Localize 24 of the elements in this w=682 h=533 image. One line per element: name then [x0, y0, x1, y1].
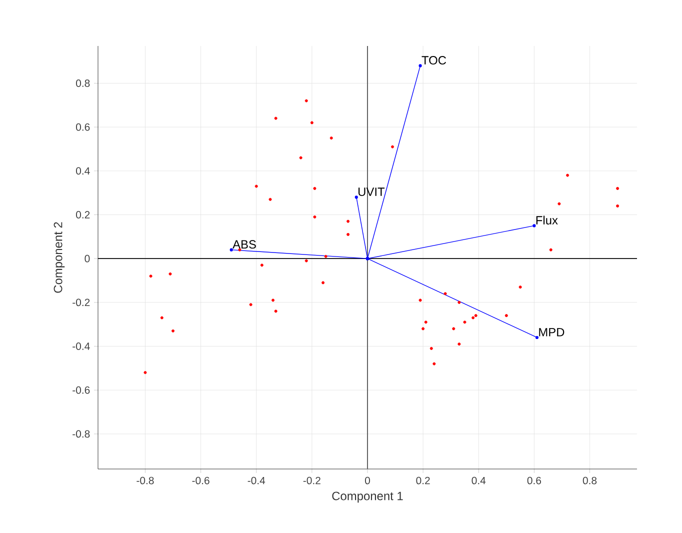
x-tick-label: 0: [364, 476, 370, 484]
y-tick-label: -0.4: [72, 342, 90, 350]
y-tick-label: -0.6: [72, 386, 90, 394]
y-tick-label: 0.2: [76, 211, 90, 218]
x-tick-label: -0.2: [303, 476, 320, 484]
y-tick-label: 0.6: [76, 123, 90, 131]
y-tick-label: -0.2: [72, 298, 90, 306]
x-tick-label: 0.2: [416, 476, 430, 484]
x-axis-title: Component 1: [332, 492, 403, 503]
series-label: ABS: [232, 240, 256, 249]
x-tick-label: 0.6: [527, 476, 542, 484]
y-tick-label: 0.4: [76, 167, 90, 175]
series-label: MPD: [539, 328, 564, 336]
y-tick-label: -0.8: [72, 430, 90, 438]
x-tick-label: -0.4: [248, 476, 266, 484]
y-axis-title: Component 2: [54, 222, 65, 293]
series-label: TOC: [422, 56, 446, 64]
series-label: Flux: [536, 216, 558, 225]
x-tick-label: 0.8: [582, 476, 597, 484]
x-tick-label: -0.6: [192, 476, 210, 484]
y-tick-label: 0.8: [76, 80, 90, 87]
y-tick-label: 0: [84, 254, 90, 262]
x-tick-label: 0.4: [472, 476, 486, 484]
x-tick-label: -0.8: [136, 476, 154, 484]
